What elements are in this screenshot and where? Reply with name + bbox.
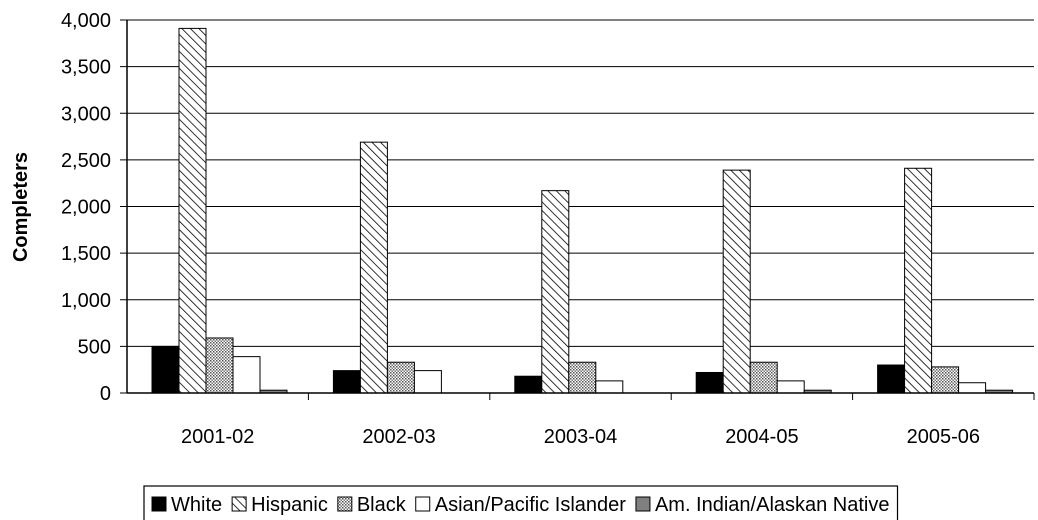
x-tick-labels: 2001-02 2002-03 2003-04 2004-05 2005-06 <box>181 426 980 448</box>
legend-label: Hispanic <box>251 494 328 516</box>
y-tick-label: 2,000 <box>61 197 111 219</box>
y-tick-labels: 0 500 1,000 1,500 2,000 2,500 3,000 3,500 4,000 <box>61 10 111 405</box>
y-tick-label: 500 <box>78 336 111 358</box>
bar <box>931 366 960 394</box>
y-tick-label: 3,500 <box>61 57 111 79</box>
bar <box>541 190 570 394</box>
bar <box>722 169 751 394</box>
bar <box>904 167 933 394</box>
bars <box>151 27 1014 394</box>
bar <box>514 375 543 394</box>
y-tick-label: 1,500 <box>61 243 111 265</box>
legend-swatch <box>231 496 247 512</box>
x-tick-label: 2001-02 <box>181 426 254 448</box>
bar <box>413 370 442 394</box>
gridlines <box>127 19 1034 347</box>
bar <box>695 371 724 394</box>
legend-swatch <box>337 496 353 512</box>
bar <box>359 141 388 394</box>
y-tick-label: 2,500 <box>61 150 111 172</box>
bar <box>178 27 207 394</box>
legend-label: White <box>171 494 222 516</box>
legend-swatch <box>415 496 431 512</box>
legend-label: Black <box>357 494 407 516</box>
bar <box>205 337 234 394</box>
bar <box>386 361 415 394</box>
y-tick-label: 3,000 <box>61 103 111 125</box>
legend-label: Asian/Pacific Islander <box>435 494 627 516</box>
bar <box>877 364 906 394</box>
x-tick-label: 2004-05 <box>725 426 798 448</box>
y-tick-label: 0 <box>100 383 111 405</box>
legend-swatch <box>151 496 167 512</box>
axes <box>120 19 1035 400</box>
bar <box>232 356 261 394</box>
bar <box>332 370 361 394</box>
bar <box>568 361 597 394</box>
bar <box>958 382 987 394</box>
x-tick-label: 2003-04 <box>544 426 617 448</box>
bar <box>151 345 180 394</box>
legend-label: Am. Indian/Alaskan Native <box>655 494 890 516</box>
x-tick-label: 2002-03 <box>362 426 435 448</box>
legend: White Hispanic Black Asian/Pacific Islander… <box>143 485 899 520</box>
bar <box>749 361 778 394</box>
legend-swatch <box>635 496 651 512</box>
bar <box>776 380 805 394</box>
bar <box>595 380 624 394</box>
x-tick-label: 2005-06 <box>907 426 980 448</box>
y-tick-label: 4,000 <box>61 10 111 32</box>
y-tick-label: 1,000 <box>61 290 111 312</box>
legend-box <box>143 485 899 520</box>
y-axis-title: Completers <box>10 152 32 262</box>
